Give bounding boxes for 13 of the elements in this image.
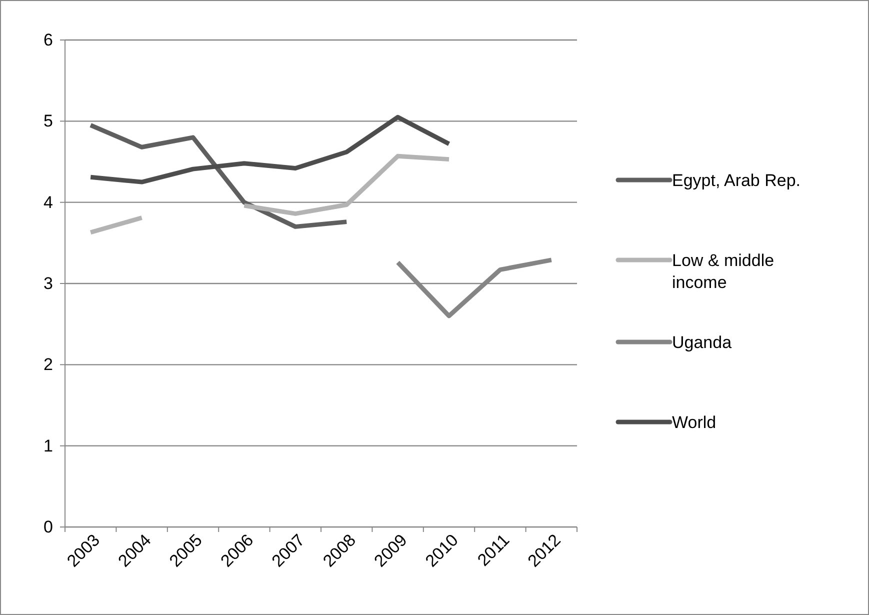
- y-tick-label: 0: [44, 517, 53, 536]
- legend-label: Low & middle income: [672, 251, 774, 292]
- legend-label: Uganda: [672, 333, 732, 352]
- legend-label: Egypt, Arab Rep.: [672, 171, 801, 190]
- y-tick-label: 5: [44, 112, 53, 131]
- legend-label: World: [672, 413, 716, 432]
- line-series: [88, 122, 349, 229]
- line-series: [88, 114, 452, 184]
- y-tick-label: 2: [44, 355, 53, 374]
- y-tick-label: 4: [44, 192, 53, 212]
- y-tick-label: 1: [44, 436, 53, 456]
- y-tick-label: 6: [44, 30, 53, 50]
- y-tick-label: 3: [44, 274, 53, 293]
